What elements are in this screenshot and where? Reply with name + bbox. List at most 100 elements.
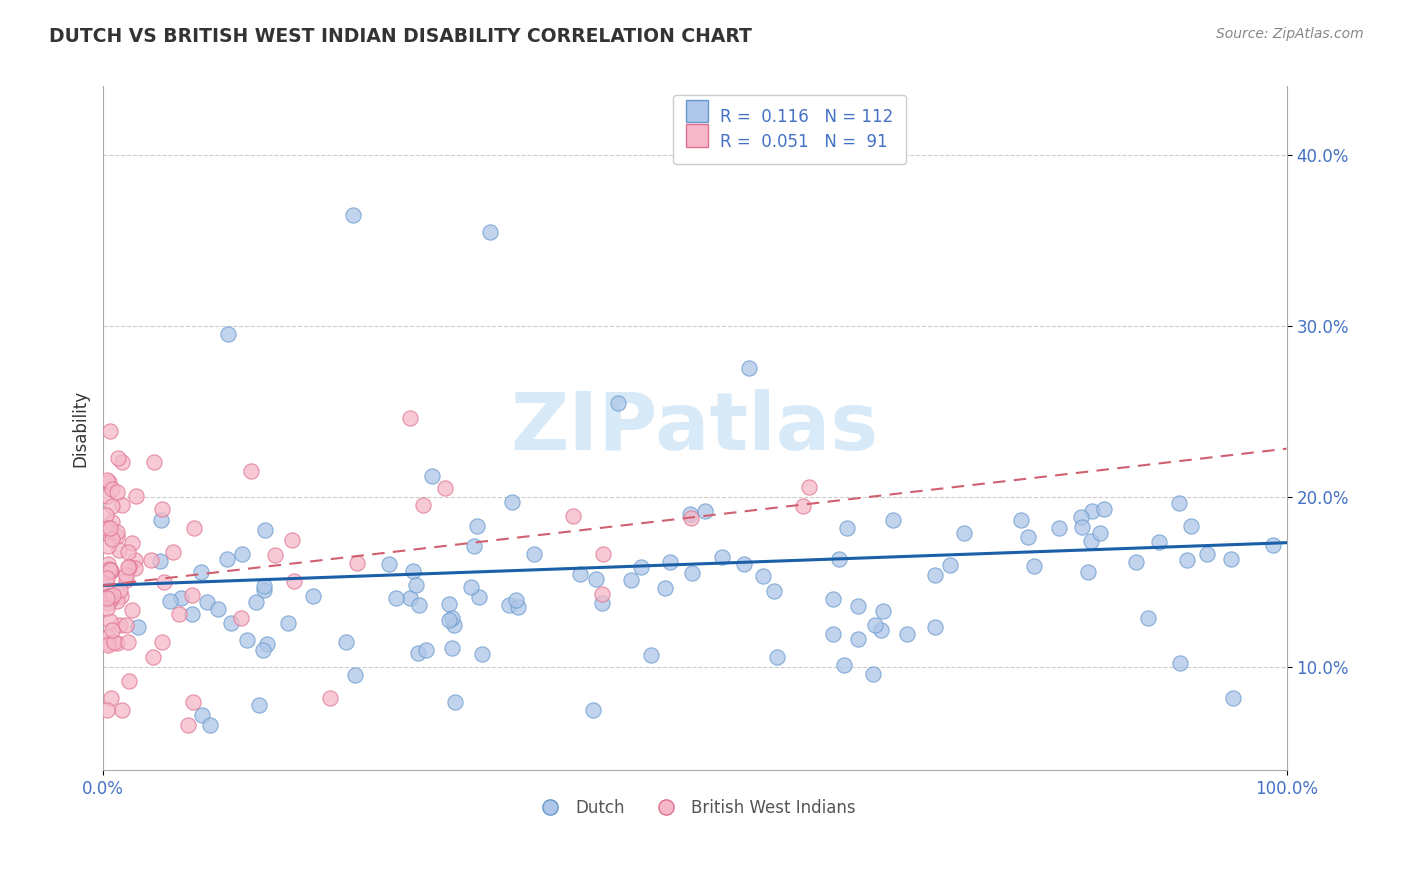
Point <box>100 591 122 606</box>
Point <box>152 501 174 516</box>
Point <box>100 564 122 578</box>
Point <box>127 620 149 634</box>
Point <box>183 695 205 709</box>
Point <box>443 618 465 632</box>
Point <box>111 455 134 469</box>
Point <box>100 614 122 628</box>
Point <box>630 560 652 574</box>
Point <box>98 589 121 603</box>
Point <box>585 572 607 586</box>
Point <box>98 425 121 439</box>
Point <box>96 571 118 585</box>
Point <box>101 587 124 601</box>
Point <box>108 582 131 597</box>
Point <box>1077 566 1099 580</box>
Point <box>100 691 122 706</box>
Point <box>191 708 214 723</box>
Point <box>896 627 918 641</box>
Point <box>283 574 305 588</box>
Point <box>1017 530 1039 544</box>
Text: ZIPatlas: ZIPatlas <box>510 389 879 467</box>
Point <box>751 569 773 583</box>
Point <box>711 550 734 565</box>
Point <box>561 509 583 524</box>
Point <box>733 558 755 572</box>
Point <box>872 604 894 618</box>
Point <box>150 513 173 527</box>
Point <box>190 565 212 579</box>
Point <box>1070 509 1092 524</box>
Point <box>1222 691 1244 706</box>
Point <box>111 498 134 512</box>
Point <box>385 591 408 605</box>
Point <box>101 500 124 514</box>
Point <box>1197 547 1219 561</box>
Point <box>679 507 702 521</box>
Point <box>97 630 120 644</box>
Point <box>277 615 299 630</box>
Point <box>96 508 118 522</box>
Point <box>100 565 122 579</box>
Point <box>862 667 884 681</box>
Point <box>301 589 323 603</box>
Point <box>114 573 136 587</box>
Text: DUTCH VS BRITISH WEST INDIAN DISABILITY CORRELATION CHART: DUTCH VS BRITISH WEST INDIAN DISABILITY … <box>49 27 752 45</box>
Point <box>506 599 529 614</box>
Point <box>591 586 613 600</box>
Point <box>150 634 173 648</box>
Point <box>142 649 165 664</box>
Point <box>195 595 218 609</box>
Point <box>882 513 904 527</box>
Point <box>253 523 276 537</box>
Point <box>98 563 121 577</box>
Point <box>399 411 422 425</box>
Point <box>118 673 141 688</box>
Point <box>640 648 662 663</box>
Point <box>498 598 520 612</box>
Point <box>139 553 162 567</box>
Point <box>98 521 121 535</box>
Point <box>766 649 789 664</box>
Point <box>654 581 676 595</box>
Point <box>924 620 946 634</box>
Point <box>105 635 128 649</box>
Point <box>1022 558 1045 573</box>
Point <box>1147 535 1170 549</box>
Point <box>96 565 118 579</box>
Point <box>181 588 204 602</box>
Point <box>335 634 357 648</box>
Point <box>117 635 139 649</box>
Point <box>870 623 893 637</box>
Point <box>523 547 546 561</box>
Point <box>231 547 253 561</box>
Point <box>441 610 464 624</box>
Point <box>738 361 761 376</box>
Point <box>108 543 131 558</box>
Point <box>342 208 364 222</box>
Point <box>828 552 851 566</box>
Point <box>863 618 886 632</box>
Point <box>117 545 139 559</box>
Point <box>582 703 605 717</box>
Point <box>415 643 437 657</box>
Point <box>167 607 190 622</box>
Point <box>97 540 120 554</box>
Point <box>463 539 485 553</box>
Point <box>256 637 278 651</box>
Point <box>107 451 129 466</box>
Point <box>153 574 176 589</box>
Point <box>96 521 118 535</box>
Point <box>848 599 870 614</box>
Point <box>101 532 124 546</box>
Point <box>124 489 146 503</box>
Point <box>96 473 118 487</box>
Point <box>1263 538 1285 552</box>
Point <box>100 482 122 496</box>
Point <box>117 560 139 574</box>
Point <box>110 589 132 603</box>
Point <box>832 658 855 673</box>
Point <box>465 518 488 533</box>
Point <box>924 568 946 582</box>
Point <box>821 627 844 641</box>
Point <box>103 635 125 649</box>
